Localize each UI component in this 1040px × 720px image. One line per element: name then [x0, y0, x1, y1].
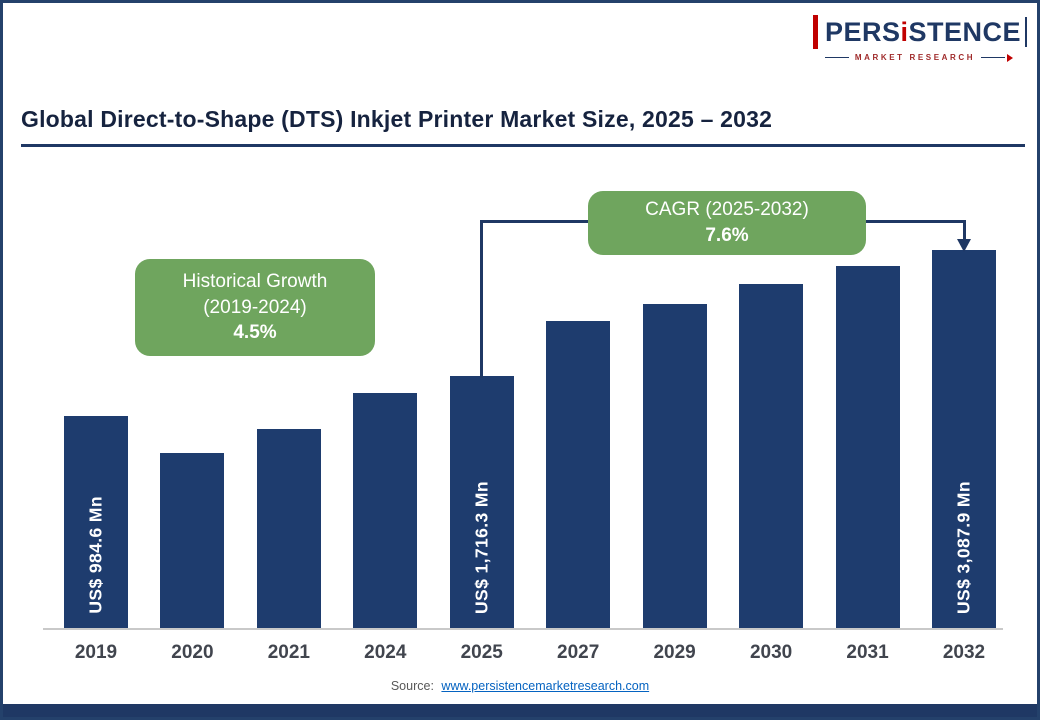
logo-text-part3: STENCE [908, 16, 1022, 47]
logo-wordmark-row: PERSiSTENCE [813, 15, 1028, 49]
page-title: Global Direct-to-Shape (DTS) Inkjet Prin… [21, 106, 773, 132]
historical-growth-callout: Historical Growth (2019-2024) 4.5% [135, 259, 375, 356]
logo-arrow-icon [1007, 53, 1013, 62]
title-underline [21, 144, 1025, 147]
logo-bracket [1025, 17, 1028, 47]
bar-value-label-2025: US$ 1,716.3 Mn [471, 480, 492, 614]
cagr-line1: CAGR (2025-2032) [645, 199, 809, 221]
logo-subtitle-row: MARKET RESEARCH [813, 53, 1013, 62]
bar-2019: US$ 984.6 Mn [64, 416, 128, 628]
historical-growth-rate: 4.5% [233, 322, 277, 344]
logo-line-right [981, 56, 1005, 59]
x-axis-label-2025: 2025 [460, 642, 503, 663]
historical-growth-line1: Historical Growth [182, 271, 328, 293]
x-axis-label-2019: 2019 [74, 642, 118, 663]
source-line: Source: www.persistencemarketresearch.co… [3, 679, 1037, 693]
bar-2031 [835, 266, 900, 628]
cagr-bracket-vertical-2032 [963, 220, 966, 240]
cagr-bracket-vertical-2025 [480, 220, 483, 378]
source-prefix: Source: [390, 679, 434, 693]
logo-line-left [825, 56, 849, 59]
x-axis-label-2027: 2027 [557, 642, 600, 663]
x-axis-label-2021: 2021 [267, 642, 311, 663]
bar-2030 [739, 284, 804, 628]
x-axis-label-2024: 2024 [364, 642, 407, 663]
bar-2024 [353, 393, 418, 628]
bar-2021 [256, 429, 321, 628]
bar-2025: US$ 1,716.3 Mn [449, 376, 514, 628]
cagr-arrow-down-icon [957, 239, 971, 252]
bar-2032: US$ 3,087.9 Mn [931, 250, 996, 628]
cagr-callout: CAGR (2025-2032) 7.6% [588, 191, 866, 255]
source-link[interactable]: www.persistencemarketresearch.com [441, 679, 650, 693]
x-axis-label-2031: 2031 [846, 642, 889, 663]
logo-text-part1: PERS [825, 16, 901, 47]
bottom-accent-bar [3, 704, 1037, 717]
bar-2029 [642, 304, 707, 628]
x-axis-label-2032: 2032 [942, 642, 986, 663]
bar-2027 [546, 321, 611, 628]
pmr-logo: PERSiSTENCE MARKET RESEARCH [813, 15, 1028, 62]
logo-wordmark: PERSiSTENCE [825, 16, 1022, 47]
logo-red-bar [813, 15, 818, 49]
x-axis-label-2020: 2020 [171, 642, 214, 663]
bar-chart: Historical Growth (2019-2024) 4.5% CAGR … [43, 163, 1003, 663]
bar-value-label-2032: US$ 3,087.9 Mn [953, 480, 974, 614]
x-axis-label-2030: 2030 [749, 642, 793, 663]
bar-value-label-2019: US$ 984.6 Mn [85, 496, 106, 614]
bar-2020 [160, 453, 225, 628]
cagr-rate: 7.6% [705, 225, 749, 246]
logo-subtitle: MARKET RESEARCH [854, 53, 976, 62]
logo-text-red-i: i [900, 16, 909, 47]
historical-growth-line2: (2019-2024) [203, 296, 307, 318]
x-axis-label-2029: 2029 [653, 642, 696, 663]
